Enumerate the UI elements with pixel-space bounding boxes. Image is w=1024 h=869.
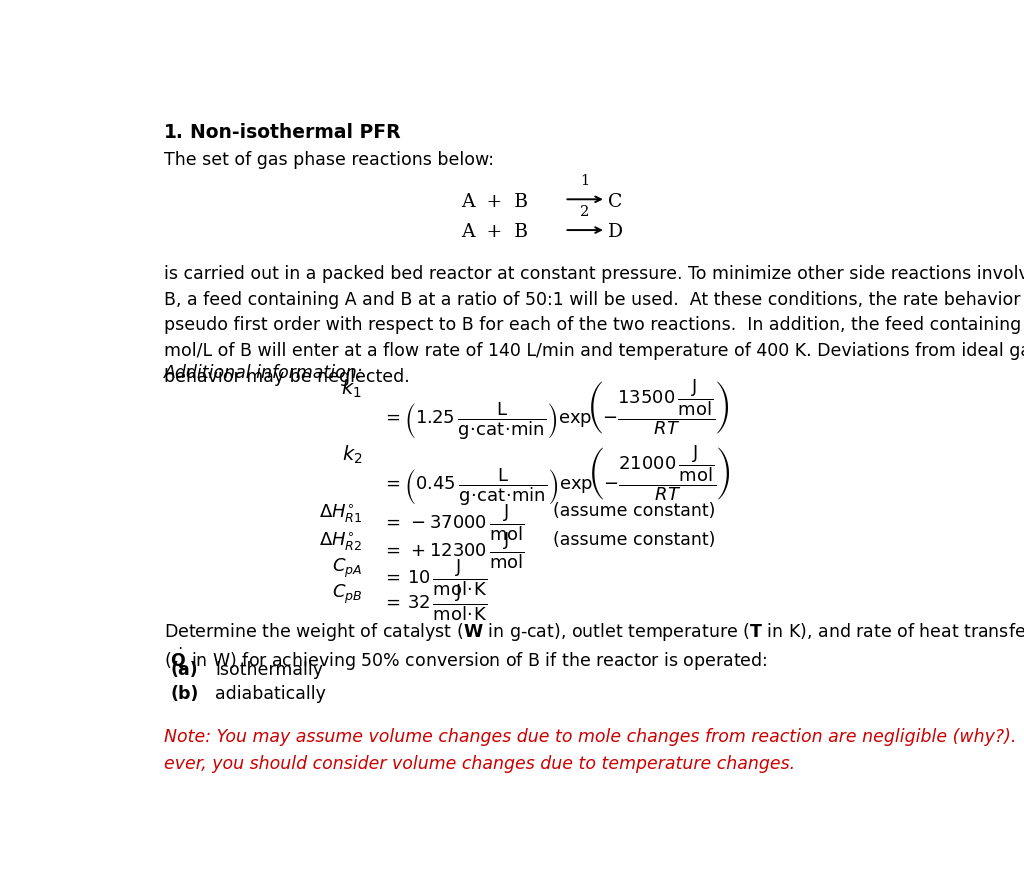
Text: Determine the weight of catalyst ($\mathbf{W}$ in g-cat), outlet temperature ($\: Determine the weight of catalyst ($\math…	[164, 620, 1024, 643]
Text: 2: 2	[580, 205, 589, 219]
Text: Non-isothermal PFR: Non-isothermal PFR	[189, 123, 400, 142]
Text: $=\,10\,\dfrac{\mathrm{J}}{\mathrm{mol\!\cdot\!K}}$: $=\,10\,\dfrac{\mathrm{J}}{\mathrm{mol\!…	[382, 557, 487, 598]
Text: D: D	[608, 223, 624, 242]
Text: (assume constant): (assume constant)	[553, 502, 715, 521]
Text: $C_{pA}$: $C_{pA}$	[332, 557, 362, 580]
Text: $k_2$: $k_2$	[342, 444, 362, 467]
Text: A  +  B: A + B	[461, 193, 528, 210]
Text: is carried out in a packed bed reactor at constant pressure. To minimize other s: is carried out in a packed bed reactor a…	[164, 265, 1024, 386]
Text: C: C	[608, 193, 623, 210]
Text: $\Delta H_{R2}^{\circ}$: $\Delta H_{R2}^{\circ}$	[318, 530, 362, 553]
Text: $=\,32\,\dfrac{\mathrm{J}}{\mathrm{mol\!\cdot\!K}}$: $=\,32\,\dfrac{\mathrm{J}}{\mathrm{mol\!…	[382, 583, 487, 623]
Text: 1: 1	[580, 174, 589, 188]
Text: $C_{pB}$: $C_{pB}$	[332, 583, 362, 606]
Text: (a): (a)	[170, 661, 198, 679]
Text: isothermally: isothermally	[215, 661, 324, 679]
Text: Additional information:: Additional information:	[164, 364, 364, 381]
Text: adiabatically: adiabatically	[215, 685, 327, 703]
Text: $=\,-37000\,\dfrac{\mathrm{J}}{\mathrm{mol}}$: $=\,-37000\,\dfrac{\mathrm{J}}{\mathrm{m…	[382, 502, 524, 543]
Text: $= \left(0.45\,\dfrac{\mathrm{L}}{\mathrm{g\!\cdot\!cat\!\cdot\!min}}\right)\mat: $= \left(0.45\,\dfrac{\mathrm{L}}{\mathr…	[382, 444, 731, 508]
Text: (b): (b)	[170, 685, 199, 703]
Text: (assume constant): (assume constant)	[553, 530, 715, 548]
Text: Note: You may assume volume changes due to mole changes from reaction are neglig: Note: You may assume volume changes due …	[164, 728, 1024, 746]
Text: ($\dot{\mathbf{Q}}$ in W) for achieving 50% conversion of B if the reactor is op: ($\dot{\mathbf{Q}}$ in W) for achieving …	[164, 647, 767, 673]
Text: The set of gas phase reactions below:: The set of gas phase reactions below:	[164, 151, 494, 169]
Text: 1.: 1.	[164, 123, 183, 142]
Text: $= \left(1.25\,\dfrac{\mathrm{L}}{\mathrm{g\!\cdot\!cat\!\cdot\!min}}\right)\mat: $= \left(1.25\,\dfrac{\mathrm{L}}{\mathr…	[382, 377, 730, 441]
Text: ever, you should consider volume changes due to temperature changes.: ever, you should consider volume changes…	[164, 754, 795, 773]
Text: $=\,+12300\,\dfrac{\mathrm{J}}{\mathrm{mol}}$: $=\,+12300\,\dfrac{\mathrm{J}}{\mathrm{m…	[382, 530, 524, 571]
Text: $k_1$: $k_1$	[341, 377, 362, 400]
Text: $\Delta H_{R1}^{\circ}$: $\Delta H_{R1}^{\circ}$	[318, 502, 362, 525]
Text: A  +  B: A + B	[461, 223, 528, 242]
